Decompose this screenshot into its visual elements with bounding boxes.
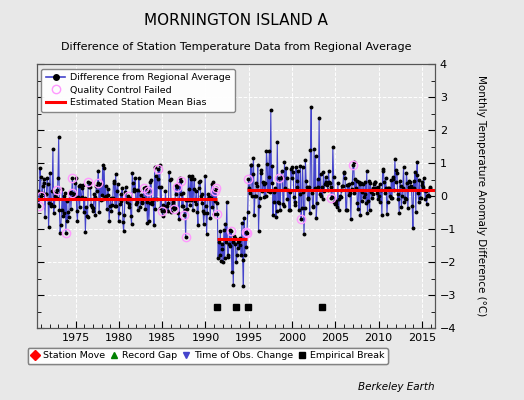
Text: Difference of Station Temperature Data from Regional Average: Difference of Station Temperature Data f… <box>61 42 411 52</box>
Text: Berkeley Earth: Berkeley Earth <box>358 382 435 392</box>
Text: MORNINGTON ISLAND A: MORNINGTON ISLAND A <box>144 13 328 28</box>
Y-axis label: Monthly Temperature Anomaly Difference (°C): Monthly Temperature Anomaly Difference (… <box>476 75 486 317</box>
Legend: Station Move, Record Gap, Time of Obs. Change, Empirical Break: Station Move, Record Gap, Time of Obs. C… <box>28 348 388 364</box>
